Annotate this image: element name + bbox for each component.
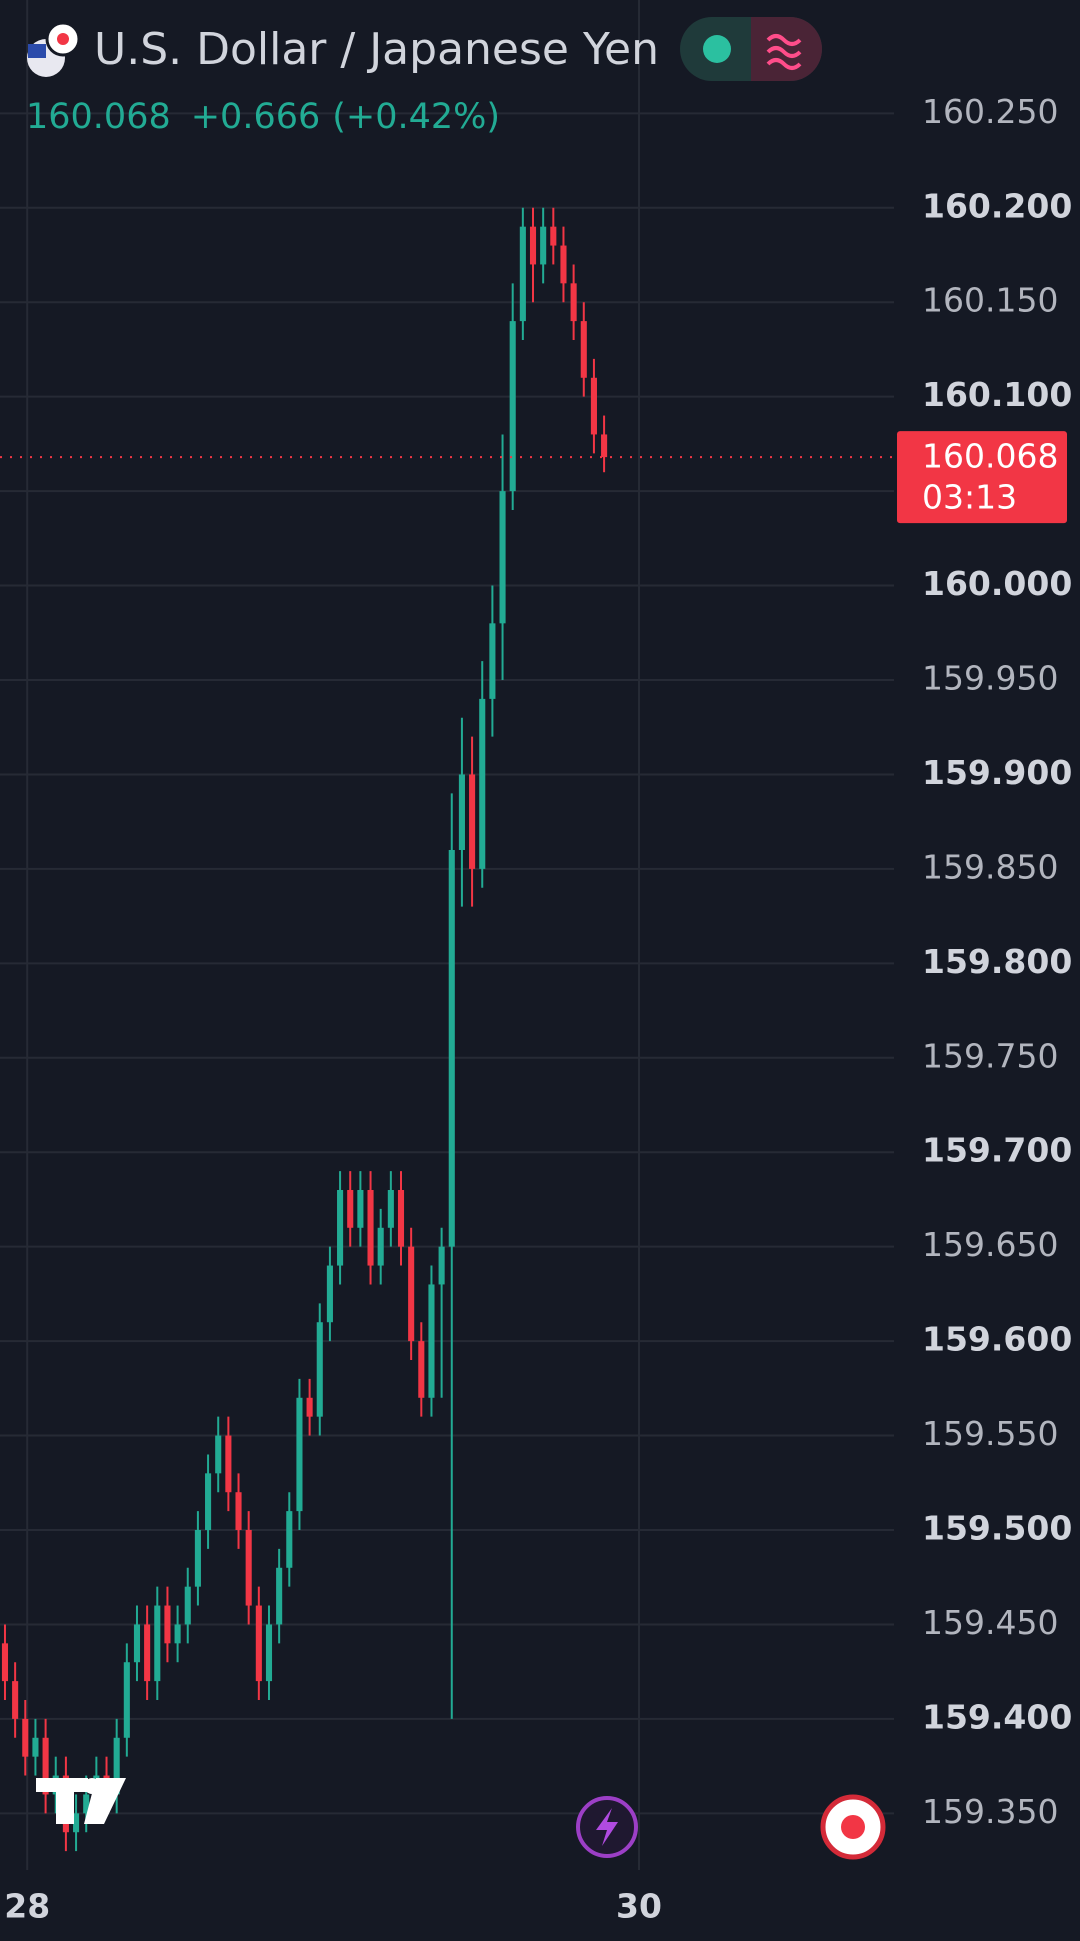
y-tick-label: 160.000 <box>922 564 1072 603</box>
candle-body <box>337 1190 344 1266</box>
candle-body <box>1 1643 9 1682</box>
candle-body <box>113 1737 120 1795</box>
candle-body <box>357 1190 364 1228</box>
candle-body <box>296 1397 303 1512</box>
tv-logo[interactable] <box>36 1778 126 1824</box>
y-tick-label: 160.150 <box>922 281 1058 320</box>
candle-body <box>448 850 455 1247</box>
candle-body <box>265 1624 273 1682</box>
last-price-tag <box>897 431 1067 524</box>
candle-body <box>550 226 557 246</box>
y-tick-label: 159.800 <box>922 942 1072 981</box>
us-flag-canton <box>28 44 46 58</box>
candle-body <box>154 1605 161 1682</box>
candle-body <box>245 1530 252 1606</box>
header-change-percent: (+0.42%) <box>332 97 500 137</box>
candle-body <box>601 434 608 458</box>
candle-body <box>164 1605 171 1644</box>
y-tick-label: 159.900 <box>922 753 1072 792</box>
candle-body <box>42 1737 49 1795</box>
header-change: +0.666 <box>191 97 321 137</box>
candle-body <box>367 1190 374 1266</box>
candle-body <box>12 1681 19 1719</box>
y-tick-label: 159.550 <box>922 1414 1058 1453</box>
y-tick-label: 160.200 <box>922 186 1072 225</box>
candle-body <box>316 1322 323 1417</box>
candle-body <box>83 1794 90 1814</box>
candle-body <box>580 321 587 378</box>
candle-body <box>133 1624 141 1663</box>
candle-body <box>438 1246 445 1285</box>
x-tick-label: 28 <box>4 1887 50 1926</box>
y-tick-label: 160.250 <box>922 92 1058 131</box>
symbol-title: U.S. Dollar / Japanese Yen <box>94 24 659 75</box>
header-price: 160.068 <box>26 97 171 137</box>
y-tick-label: 159.700 <box>922 1131 1072 1170</box>
candle-body <box>32 1737 39 1757</box>
candle-body <box>418 1341 425 1398</box>
candle-body <box>479 698 486 869</box>
countdown-label: 03:13 <box>922 478 1017 517</box>
bottom-icons <box>36 1778 886 1860</box>
candle-body <box>540 226 547 265</box>
candle-body <box>73 1813 80 1833</box>
candle-body <box>499 491 506 624</box>
data-icon <box>766 34 802 70</box>
y-tick-label: 159.450 <box>922 1603 1058 1642</box>
tv-logo-dot <box>84 1778 100 1794</box>
candle-body <box>387 1190 394 1228</box>
candle-body <box>235 1492 242 1530</box>
candle-body <box>519 226 526 322</box>
status-pill-right <box>751 17 822 81</box>
candle-body <box>347 1190 354 1228</box>
y-tick-label: 159.850 <box>922 847 1058 886</box>
candle-body <box>489 623 496 699</box>
candle-body <box>509 321 516 492</box>
candle-body <box>205 1473 212 1530</box>
candle-body <box>397 1190 405 1247</box>
candle-body <box>570 283 577 322</box>
candle-body <box>215 1435 222 1474</box>
x-tick-label: 30 <box>616 1887 662 1926</box>
candle-body <box>276 1567 283 1625</box>
candle-body <box>194 1530 201 1587</box>
candle-body <box>377 1227 384 1266</box>
candle-body <box>174 1624 181 1644</box>
y-tick-label: 159.750 <box>922 1036 1058 1075</box>
candle-body <box>458 774 465 850</box>
candle-body <box>123 1662 130 1738</box>
y-tick-label: 159.500 <box>922 1509 1072 1548</box>
candle-body <box>286 1511 293 1568</box>
candle-body <box>590 377 597 435</box>
candle-body <box>560 245 567 284</box>
candle-body <box>225 1435 232 1493</box>
lightning-icon <box>596 1808 618 1846</box>
jp-flag-dot <box>57 33 69 45</box>
candles <box>1 207 608 1852</box>
candle-body <box>326 1265 333 1323</box>
y-tick-label: 159.950 <box>922 659 1058 698</box>
grid <box>0 0 894 1870</box>
candle-body <box>529 226 537 265</box>
candle-body <box>184 1586 191 1625</box>
candle-body <box>306 1397 313 1417</box>
header: U.S. Dollar / Japanese Yen 160.068 +0.66… <box>26 17 822 137</box>
y-tick-label: 159.650 <box>922 1225 1058 1264</box>
candle-body <box>428 1284 435 1398</box>
last-price-label: 160.068 <box>922 437 1058 476</box>
candle-body <box>469 774 476 869</box>
y-tick-label: 160.100 <box>922 375 1072 414</box>
candle-body <box>144 1624 151 1682</box>
y-tick-label: 159.350 <box>922 1792 1058 1831</box>
market-open-dot <box>703 35 731 63</box>
candle-body <box>408 1246 415 1342</box>
y-tick-label: 159.600 <box>922 1320 1072 1359</box>
candle-body <box>22 1718 29 1757</box>
candle-body <box>255 1605 262 1682</box>
y-tick-label: 159.400 <box>922 1697 1072 1736</box>
record-dot <box>841 1815 865 1839</box>
